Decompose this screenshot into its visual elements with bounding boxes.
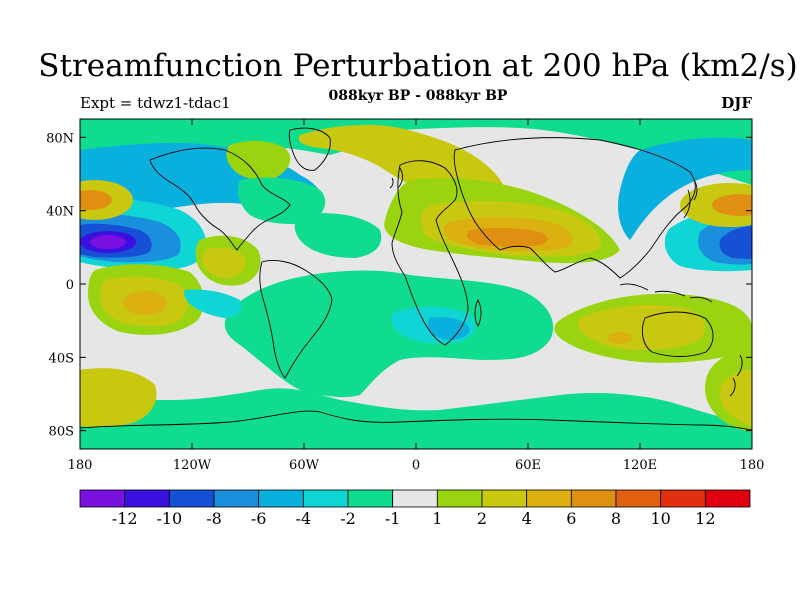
colorbar-label: -2: [340, 509, 356, 528]
colorbar-label: 4: [522, 509, 532, 528]
coast-greenland: [288, 127, 331, 171]
colorbar-swatch: [213, 489, 260, 508]
north-pacific-positive-left-inner: [80, 190, 112, 210]
asia-positive-dark-orange: [466, 227, 548, 247]
colorbar-label: 12: [695, 509, 715, 528]
colorbar-label: 1: [432, 509, 442, 528]
colorbar-swatch: [347, 489, 394, 508]
axis-ticks: 80N 40N 0 40S 80S 180 120W 60W 0 60E 120E 180: [46, 119, 764, 473]
south-pacific-orange: [123, 291, 167, 315]
coast-antarctica: [80, 410, 752, 431]
lon-tick-label: 120E: [623, 458, 657, 473]
lat-tick-label: 0: [66, 278, 74, 293]
lat-tick-label: 40S: [49, 351, 74, 366]
colorbar-label: 8: [611, 509, 621, 528]
plot-subtitle: 088kyr BP - 088kyr BP: [328, 88, 508, 104]
coast-south-america: [259, 259, 333, 379]
southern-green-band: [224, 270, 554, 398]
colorbar-swatch: [436, 489, 483, 508]
colorbar: -12 -10 -8 -6 -4 -2 -1 1 2 4 6 8 10 12: [79, 489, 751, 528]
arctic-yellow: [226, 140, 291, 180]
southeast-pacific-yellow: [80, 368, 157, 428]
colorbar-label: -4: [296, 509, 312, 528]
arctic-green-band: [80, 119, 752, 185]
colorbar-swatch: [570, 489, 617, 508]
colorbar-swatch: [392, 489, 438, 508]
colorbar-swatch: [526, 489, 572, 508]
streamfunction-field: [80, 119, 752, 449]
lon-tick-label: 180: [68, 458, 93, 473]
coast-australia: [641, 311, 714, 357]
coast-europe-africa: [391, 160, 469, 346]
plot-title: Streamfunction Perturbation at 200 hPa (…: [38, 48, 798, 84]
lat-tick-label: 80N: [46, 131, 74, 146]
colorbar-label: 10: [650, 509, 670, 528]
colorbar-label: -6: [251, 509, 267, 528]
west-pacific-core: [90, 235, 126, 249]
south-pacific-cyan-strip: [184, 289, 242, 318]
coast-madagascar: [474, 298, 482, 327]
colorbar-swatch: [615, 489, 662, 508]
coast-asia: [453, 137, 696, 279]
lon-tick-label: 60W: [289, 458, 320, 473]
east-pacific-deep-blue: [719, 226, 752, 259]
colorbar-label: -10: [156, 509, 182, 528]
coast-uk: [389, 167, 403, 189]
australia-orange: [608, 332, 632, 344]
colorbar-label: 6: [566, 509, 576, 528]
coast-newzealand: [729, 354, 743, 397]
lon-tick-label: 60E: [515, 458, 541, 473]
colorbar-swatch: [302, 489, 349, 508]
colorbar-swatch: [481, 489, 528, 508]
colorbar-swatch: [660, 489, 706, 508]
north-pacific-positive-right-inner: [712, 194, 752, 216]
indian-cyan: [428, 317, 470, 340]
lat-tick-label: 40N: [46, 205, 74, 220]
lon-tick-label: 120W: [173, 458, 212, 473]
lon-tick-label: 0: [412, 458, 420, 473]
colorbar-label: -8: [206, 509, 222, 528]
coast-north-america: [149, 147, 291, 251]
colorbar-swatch: [704, 489, 751, 508]
antarctic-green-band: [80, 388, 752, 449]
colorbar-label: -12: [112, 509, 138, 528]
lon-tick-label: 180: [740, 458, 765, 473]
coast-indonesia: [619, 283, 713, 303]
north-america-green: [238, 177, 326, 224]
colorbar-swatch: [79, 489, 126, 508]
tropical-pacific-yellow: [201, 247, 246, 278]
coast-japan: [683, 179, 698, 219]
colorbar-label: 2: [477, 509, 487, 528]
colorbar-label: -1: [385, 509, 401, 528]
northeast-pacific-cyan-arc: [618, 137, 752, 240]
colorbar-swatch: [124, 489, 170, 508]
coastlines: [80, 127, 752, 431]
atlantic-green: [294, 213, 382, 258]
lat-tick-label: 80S: [49, 425, 74, 440]
season-label: DJF: [721, 94, 752, 112]
experiment-label: Expt = tdwz1-tdac1: [80, 94, 231, 112]
colorbar-swatch: [258, 489, 304, 508]
colorbar-swatch: [168, 489, 215, 508]
